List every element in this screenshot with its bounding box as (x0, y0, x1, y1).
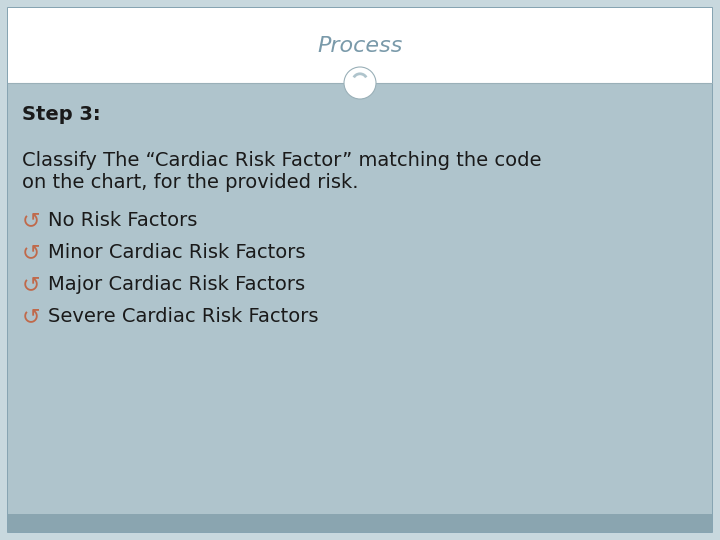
Text: ↺: ↺ (22, 275, 40, 295)
Text: Major Cardiac Risk Factors: Major Cardiac Risk Factors (48, 275, 305, 294)
Text: on the chart, for the provided risk.: on the chart, for the provided risk. (22, 173, 359, 192)
Text: Process: Process (318, 36, 402, 56)
Bar (8, 83, 712, 514)
Text: Severe Cardiac Risk Factors: Severe Cardiac Risk Factors (48, 307, 318, 326)
Bar (8, 8, 712, 83)
Text: Step 3:: Step 3: (22, 105, 101, 124)
Text: ↺: ↺ (22, 211, 40, 231)
Bar (8, 514, 712, 532)
Text: ↺: ↺ (22, 307, 40, 327)
Text: Minor Cardiac Risk Factors: Minor Cardiac Risk Factors (48, 243, 305, 262)
Text: No Risk Factors: No Risk Factors (48, 211, 197, 230)
Text: Classify The “Cardiac Risk Factor” matching the code: Classify The “Cardiac Risk Factor” match… (22, 151, 541, 170)
Circle shape (344, 67, 376, 99)
Text: ↺: ↺ (22, 243, 40, 263)
